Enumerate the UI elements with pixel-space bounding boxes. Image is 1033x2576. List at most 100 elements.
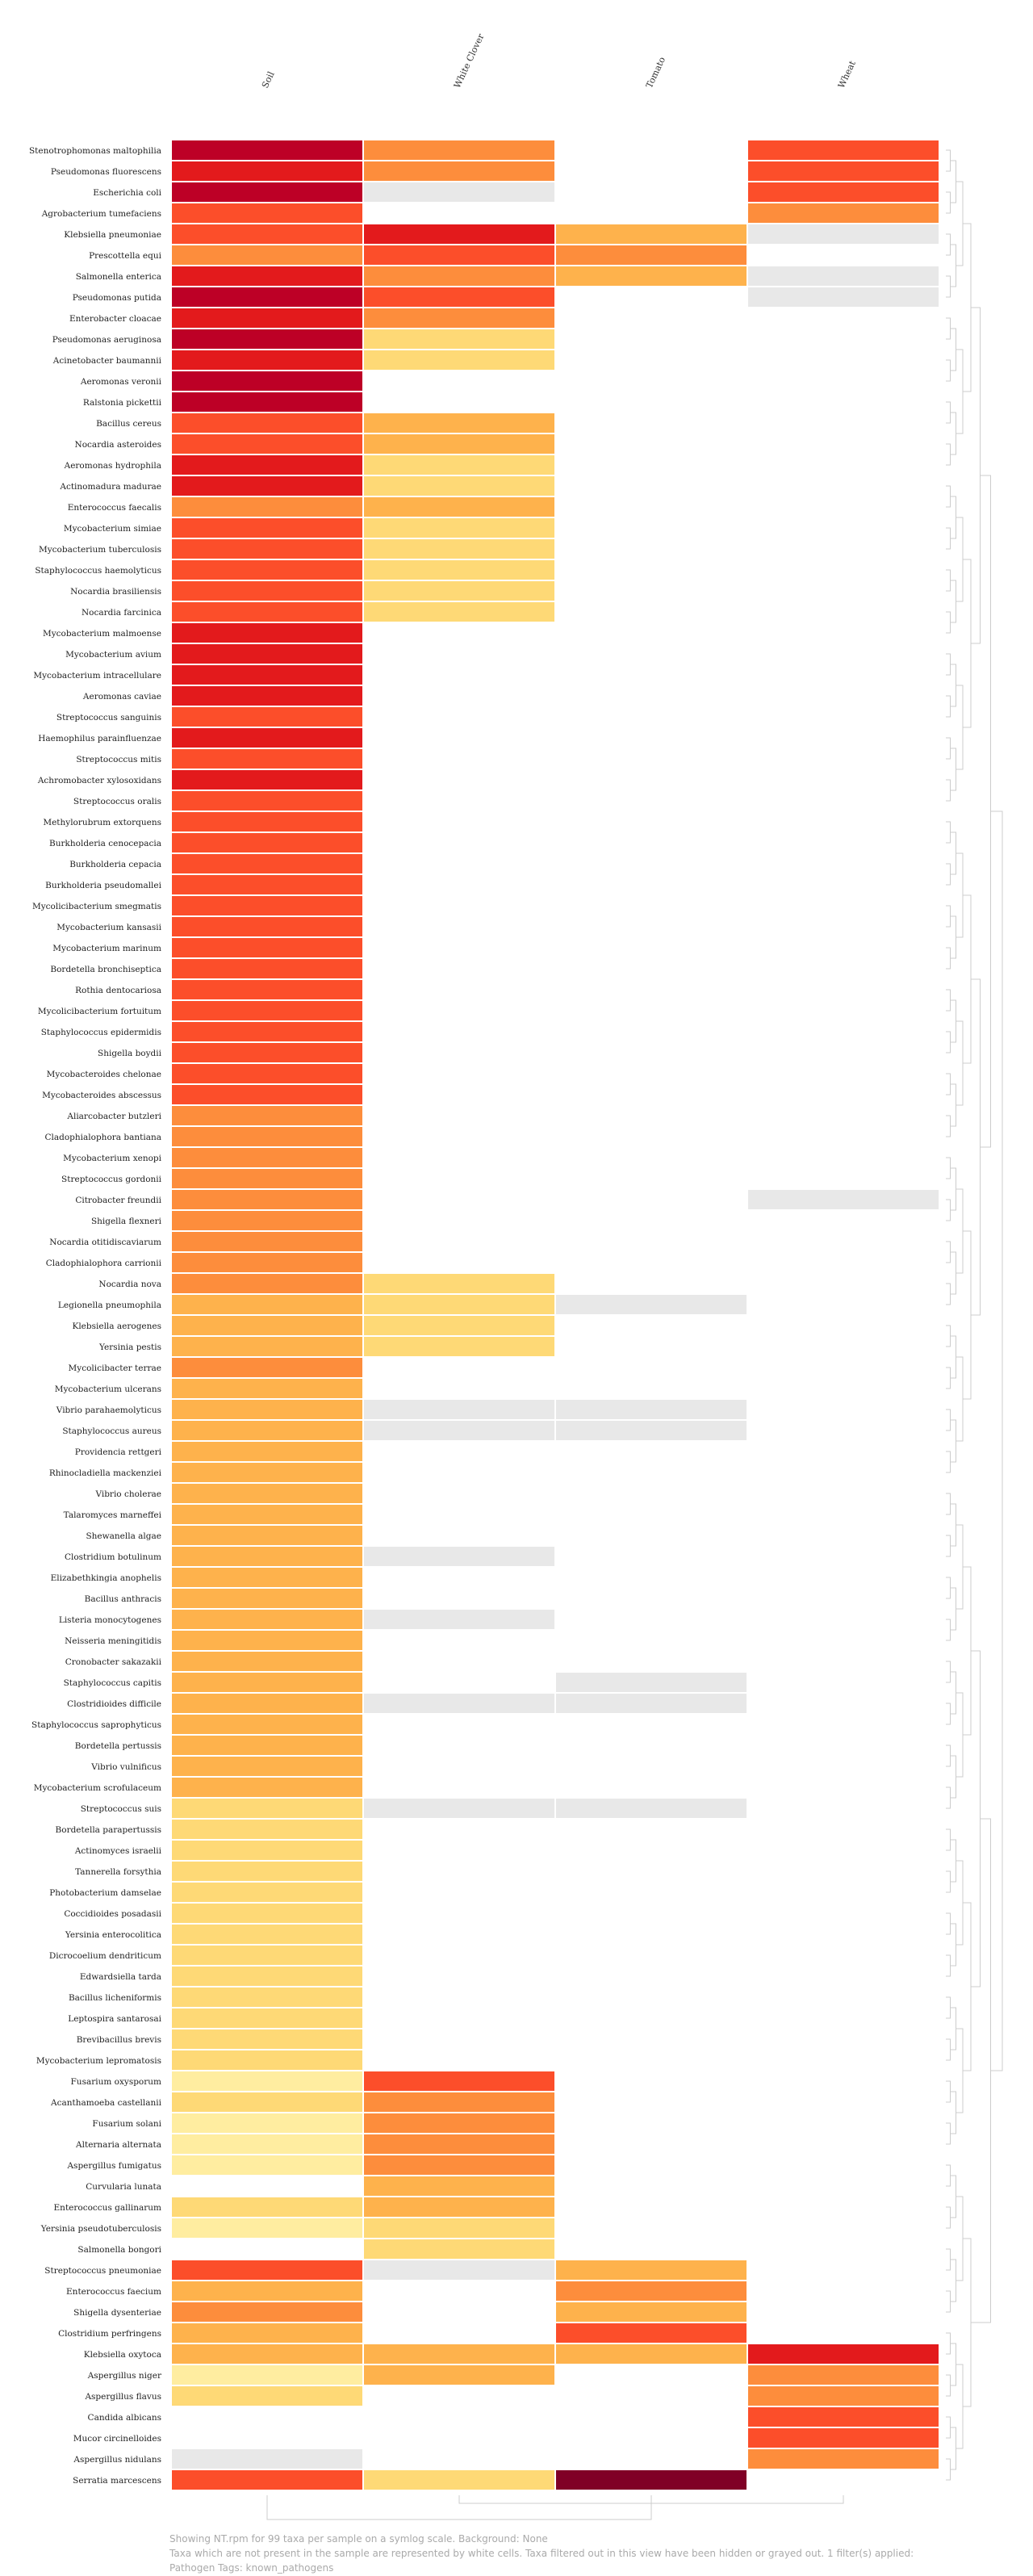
cell-achromobacter-xylosoxidans-soil[interactable] — [172, 770, 362, 790]
cell-aspergillus-nidulans-white-clover[interactable] — [364, 2449, 554, 2469]
cell-enterococcus-faecalis-white-clover[interactable] — [364, 497, 554, 517]
cell-escherichia-coli-soil[interactable] — [172, 182, 362, 202]
cell-talaromyces-marneffei-soil[interactable] — [172, 1505, 362, 1524]
cell-cladophialophora-bantiana-soil[interactable] — [172, 1127, 362, 1146]
cell-streptococcus-pneumoniae-tomato[interactable] — [556, 2260, 747, 2280]
cell-salmonella-enterica-soil[interactable] — [172, 266, 362, 286]
cell-nocardia-asteroides-soil[interactable] — [172, 434, 362, 454]
cell-aeromonas-caviae-white-clover[interactable] — [364, 686, 554, 706]
cell-cladophialophora-carrionii-white-clover[interactable] — [364, 1253, 554, 1272]
cell-nocardia-brasiliensis-soil[interactable] — [172, 581, 362, 601]
cell-klebsiella-pneumoniae-wheat[interactable] — [748, 224, 939, 244]
cell-mycobacterium-simiae-white-clover[interactable] — [364, 518, 554, 538]
cell-rhinocladiella-mackenziei-wheat[interactable] — [748, 1463, 939, 1482]
cell-legionella-pneumophila-white-clover[interactable] — [364, 1295, 554, 1314]
cell-cronobacter-sakazakii-tomato[interactable] — [556, 1652, 747, 1671]
cell-salmonella-enterica-tomato[interactable] — [556, 266, 747, 286]
cell-shigella-flexneri-white-clover[interactable] — [364, 1211, 554, 1230]
cell-actinomyces-israelii-soil[interactable] — [172, 1841, 362, 1860]
cell-cladophialophora-bantiana-tomato[interactable] — [556, 1127, 747, 1146]
cell-enterococcus-faecium-tomato[interactable] — [556, 2281, 747, 2301]
cell-legionella-pneumophila-tomato[interactable] — [556, 1295, 747, 1314]
cell-agrobacterium-tumefaciens-tomato[interactable] — [556, 203, 747, 223]
cell-aeromonas-veronii-soil[interactable] — [172, 371, 362, 391]
cell-mycobacteroides-abscessus-tomato[interactable] — [556, 1085, 747, 1104]
cell-aspergillus-fumigatus-wheat[interactable] — [748, 2155, 939, 2175]
cell-alternaria-alternata-white-clover[interactable] — [364, 2134, 554, 2154]
cell-vibrio-parahaemolyticus-tomato[interactable] — [556, 1400, 747, 1419]
cell-streptococcus-mitis-wheat[interactable] — [748, 749, 939, 769]
cell-clostridioides-difficile-soil[interactable] — [172, 1694, 362, 1713]
cell-aeromonas-hydrophila-tomato[interactable] — [556, 455, 747, 475]
cell-clostridioides-difficile-white-clover[interactable] — [364, 1694, 554, 1713]
cell-elizabethkingia-anophelis-tomato[interactable] — [556, 1568, 747, 1587]
cell-nocardia-asteroides-white-clover[interactable] — [364, 434, 554, 454]
cell-mucor-circinelloides-wheat[interactable] — [748, 2428, 939, 2448]
cell-mycobacterium-tuberculosis-wheat[interactable] — [748, 539, 939, 559]
cell-mycolicibacterium-smegmatis-tomato[interactable] — [556, 896, 747, 915]
cell-shewanella-algae-tomato[interactable] — [556, 1526, 747, 1545]
cell-coccidioides-posadasii-tomato[interactable] — [556, 1904, 747, 1923]
cell-vibrio-parahaemolyticus-white-clover[interactable] — [364, 1400, 554, 1419]
cell-tannerella-forsythia-wheat[interactable] — [748, 1862, 939, 1881]
cell-actinomadura-madurae-tomato[interactable] — [556, 476, 747, 496]
cell-methylorubrum-extorquens-tomato[interactable] — [556, 812, 747, 831]
cell-aspergillus-niger-wheat[interactable] — [748, 2365, 939, 2385]
cell-aeromonas-hydrophila-soil[interactable] — [172, 455, 362, 475]
cell-staphylococcus-saprophyticus-wheat[interactable] — [748, 1715, 939, 1734]
cell-nocardia-nova-wheat[interactable] — [748, 1274, 939, 1293]
cell-aliarcobacter-butzleri-soil[interactable] — [172, 1106, 362, 1125]
cell-agrobacterium-tumefaciens-white-clover[interactable] — [364, 203, 554, 223]
cell-nocardia-farcinica-soil[interactable] — [172, 602, 362, 622]
cell-staphylococcus-epidermidis-wheat[interactable] — [748, 1022, 939, 1041]
cell-vibrio-vulnificus-tomato[interactable] — [556, 1757, 747, 1776]
cell-actinomadura-madurae-wheat[interactable] — [748, 476, 939, 496]
cell-burkholderia-pseudomallei-white-clover[interactable] — [364, 875, 554, 894]
cell-bordetella-bronchiseptica-white-clover[interactable] — [364, 959, 554, 978]
cell-klebsiella-oxytoca-wheat[interactable] — [748, 2344, 939, 2364]
cell-salmonella-enterica-white-clover[interactable] — [364, 266, 554, 286]
cell-dicrocoelium-dendriticum-white-clover[interactable] — [364, 1946, 554, 1965]
cell-mycolicibacterium-fortuitum-wheat[interactable] — [748, 1001, 939, 1020]
cell-prescottella-equi-tomato[interactable] — [556, 245, 747, 265]
cell-vibrio-cholerae-soil[interactable] — [172, 1484, 362, 1503]
cell-aeromonas-veronii-tomato[interactable] — [556, 371, 747, 391]
cell-photobacterium-damselae-soil[interactable] — [172, 1883, 362, 1902]
cell-curvularia-lunata-white-clover[interactable] — [364, 2176, 554, 2196]
cell-mucor-circinelloides-soil[interactable] — [172, 2428, 362, 2448]
cell-tannerella-forsythia-soil[interactable] — [172, 1862, 362, 1881]
cell-candida-albicans-white-clover[interactable] — [364, 2407, 554, 2427]
cell-prescottella-equi-wheat[interactable] — [748, 245, 939, 265]
cell-staphylococcus-haemolyticus-tomato[interactable] — [556, 560, 747, 580]
cell-streptococcus-oralis-soil[interactable] — [172, 791, 362, 810]
cell-bacillus-anthracis-soil[interactable] — [172, 1589, 362, 1608]
cell-fusarium-solani-soil[interactable] — [172, 2113, 362, 2133]
cell-ralstonia-pickettii-soil[interactable] — [172, 392, 362, 412]
cell-leptospira-santarosai-soil[interactable] — [172, 2008, 362, 2028]
cell-mycobacterium-xenopi-soil[interactable] — [172, 1148, 362, 1167]
cell-vibrio-cholerae-white-clover[interactable] — [364, 1484, 554, 1503]
cell-shigella-dysenteriae-tomato[interactable] — [556, 2302, 747, 2322]
cell-mycobacterium-avium-wheat[interactable] — [748, 644, 939, 664]
cell-talaromyces-marneffei-white-clover[interactable] — [364, 1505, 554, 1524]
cell-mycobacteroides-abscessus-wheat[interactable] — [748, 1085, 939, 1104]
cell-streptococcus-gordonii-white-clover[interactable] — [364, 1169, 554, 1188]
cell-mycobacterium-scrofulaceum-soil[interactable] — [172, 1778, 362, 1797]
cell-enterococcus-gallinarum-soil[interactable] — [172, 2197, 362, 2217]
cell-streptococcus-sanguinis-soil[interactable] — [172, 707, 362, 727]
cell-ralstonia-pickettii-wheat[interactable] — [748, 392, 939, 412]
cell-dicrocoelium-dendriticum-tomato[interactable] — [556, 1946, 747, 1965]
cell-serratia-marcescens-white-clover[interactable] — [364, 2470, 554, 2490]
cell-streptococcus-pneumoniae-white-clover[interactable] — [364, 2260, 554, 2280]
cell-methylorubrum-extorquens-wheat[interactable] — [748, 812, 939, 831]
cell-aliarcobacter-butzleri-white-clover[interactable] — [364, 1106, 554, 1125]
cell-vibrio-cholerae-tomato[interactable] — [556, 1484, 747, 1503]
cell-mycobacterium-malmoense-tomato[interactable] — [556, 623, 747, 643]
cell-yersinia-enterocolitica-tomato[interactable] — [556, 1925, 747, 1944]
cell-enterococcus-faecium-white-clover[interactable] — [364, 2281, 554, 2301]
cell-curvularia-lunata-soil[interactable] — [172, 2176, 362, 2196]
cell-nocardia-asteroides-wheat[interactable] — [748, 434, 939, 454]
cell-salmonella-bongori-white-clover[interactable] — [364, 2239, 554, 2259]
cell-mycolicibacterium-smegmatis-soil[interactable] — [172, 896, 362, 915]
cell-pseudomonas-fluorescens-wheat[interactable] — [748, 161, 939, 181]
